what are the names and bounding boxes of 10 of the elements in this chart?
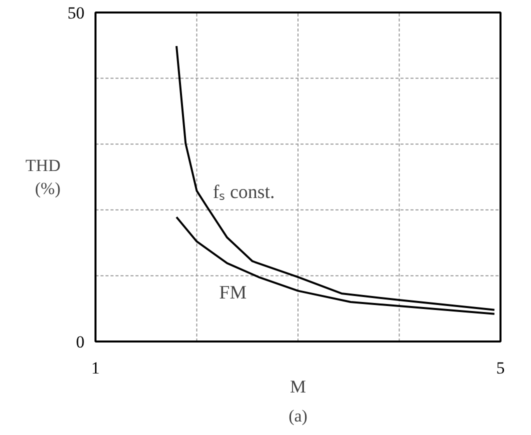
text: (a): [288, 406, 308, 426]
y-axis-title: THD (%): [26, 156, 61, 198]
series-label: fₛ const.: [212, 182, 275, 204]
series-label: FM: [219, 282, 247, 304]
x-tick-label: 5: [496, 358, 505, 378]
y-tick-label: 0: [76, 332, 84, 352]
y-tick-label: 50: [68, 4, 84, 22]
line-series: [176, 45, 496, 311]
x-axis-title: M: [290, 376, 306, 396]
x-tick-label: 1: [91, 358, 100, 378]
